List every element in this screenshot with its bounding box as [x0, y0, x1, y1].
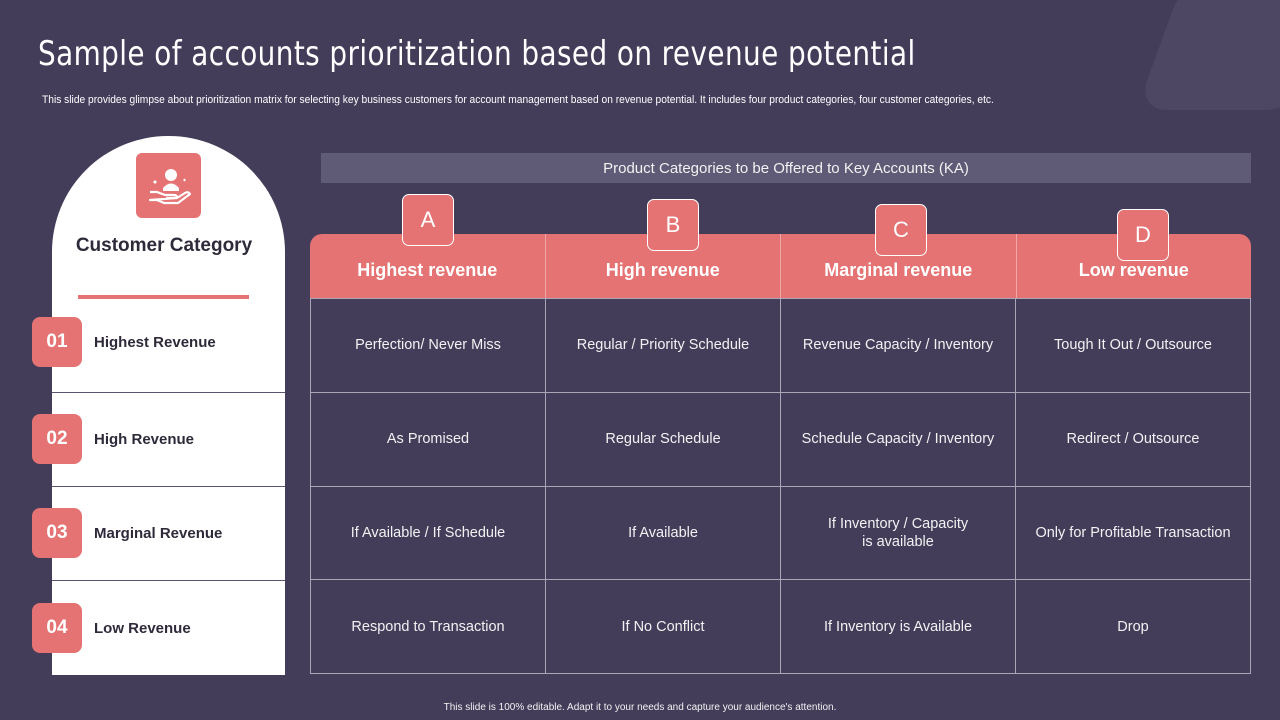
corner-decoration [1136, 0, 1280, 110]
column-header-high: High revenue [546, 234, 781, 298]
column-letter-badge: A [402, 194, 454, 246]
column-letter-badge: D [1117, 209, 1169, 261]
product-categories-header: Product Categories to be Offered to Key … [321, 153, 1251, 183]
hand-holding-person-icon [136, 153, 201, 218]
row-label: Marginal Revenue [94, 524, 223, 542]
customer-row-highest: 01 Highest Revenue [32, 317, 272, 367]
matrix-cell: If Available [546, 485, 781, 580]
row-divider [52, 580, 285, 581]
matrix-cell: Revenue Capacity / Inventory [781, 298, 1016, 392]
prioritization-matrix: Perfection/ Never Miss Regular / Priorit… [310, 298, 1251, 674]
customer-row-high: 02 High Revenue [32, 414, 272, 464]
matrix-cell: If No Conflict [546, 579, 781, 673]
matrix-cell: Drop [1016, 579, 1251, 673]
customer-row-low: 04 Low Revenue [32, 603, 272, 653]
title-underline [78, 295, 249, 299]
row-number-badge: 02 [32, 414, 82, 464]
column-header-bar: Highest revenue High revenue Marginal re… [310, 234, 1251, 298]
customer-category-panel: Customer Category [52, 136, 285, 675]
row-divider [52, 392, 285, 393]
matrix-cell: Regular Schedule [546, 391, 781, 486]
customer-category-title: Customer Category [75, 235, 253, 256]
matrix-cell: Regular / Priority Schedule [546, 298, 781, 392]
column-letter-badge: C [875, 204, 927, 256]
matrix-cell: Respond to Transaction [311, 579, 546, 673]
matrix-cell: Tough It Out / Outsource [1016, 298, 1251, 392]
matrix-cell: If Available / If Schedule [311, 485, 546, 580]
row-number-badge: 01 [32, 317, 82, 367]
matrix-cell: Redirect / Outsource [1016, 391, 1251, 486]
matrix-cell: If Inventory / Capacity is available [781, 485, 1016, 580]
page-subtitle: This slide provides glimpse about priori… [42, 94, 994, 106]
row-number-badge: 04 [32, 603, 82, 653]
matrix-cell: Schedule Capacity / Inventory [781, 391, 1016, 486]
column-header-low: Low revenue [1078, 259, 1189, 280]
row-number-badge: 03 [32, 508, 82, 558]
page-title: Sample of accounts prioritization based … [38, 34, 916, 74]
row-divider [52, 486, 285, 487]
row-label: Highest Revenue [94, 333, 216, 351]
matrix-cell: Perfection/ Never Miss [311, 298, 546, 392]
row-label: High Revenue [94, 430, 195, 448]
matrix-cell: If Inventory is Available [781, 579, 1016, 673]
column-header-marginal: Marginal revenue [781, 234, 1017, 298]
matrix-cell: As Promised [311, 391, 546, 486]
footer-note: This slide is 100% editable. Adapt it to… [443, 702, 837, 713]
column-header-highest: Highest revenue [310, 234, 546, 298]
column-letter-badge: B [647, 199, 699, 251]
row-label: Low Revenue [94, 619, 191, 637]
matrix-cell: Only for Profitable Transaction [1016, 485, 1251, 580]
customer-row-marginal: 03 Marginal Revenue [32, 508, 272, 558]
